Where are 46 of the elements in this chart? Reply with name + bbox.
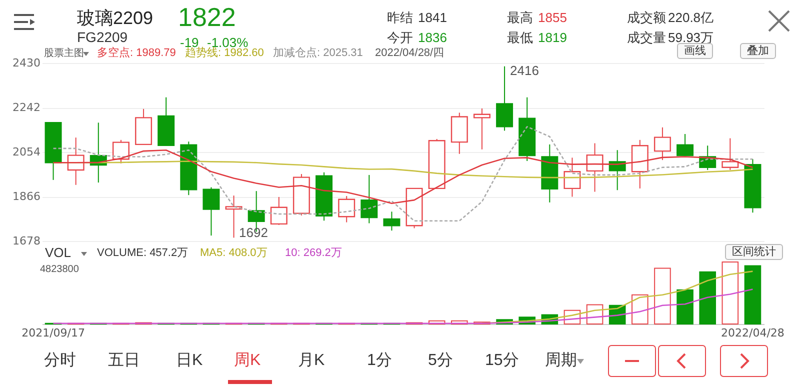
text: 1分 <box>367 352 392 370</box>
annotation: 1692 <box>239 225 268 240</box>
text: 月K <box>298 352 325 370</box>
text: 成交量 <box>627 30 666 46</box>
y-tick-label: 2054 <box>12 146 40 158</box>
text: 日K <box>176 352 203 370</box>
text: 59.93万 <box>668 30 714 45</box>
text: 1836 <box>418 30 447 46</box>
y-tick-label: 1678 <box>12 234 40 248</box>
text: 区间统计 <box>725 244 783 260</box>
text: VOL <box>45 245 72 260</box>
x-tick-label: 2022/04/28 <box>721 326 784 340</box>
annotation: 2416 <box>510 63 539 78</box>
text: 最高 <box>507 10 533 26</box>
y-tick-label: 2242 <box>12 101 40 114</box>
text: 220.8亿 <box>668 10 714 26</box>
text: 叠加 <box>740 43 776 60</box>
text: 周期 <box>545 352 577 370</box>
text: 多空点: 1989.79 <box>97 47 176 60</box>
text: 加减仓点: 2025.31 <box>273 47 363 60</box>
y-tick-label: 1866 <box>12 190 40 203</box>
text: 周K <box>234 352 261 370</box>
text: 1855 <box>538 10 567 26</box>
text: 1819 <box>538 30 567 46</box>
chart-subtitle: FG2209 <box>77 29 128 46</box>
x-tick-label: 2021/09/17 <box>22 326 85 340</box>
text: 2022/04/28/四 <box>375 47 444 60</box>
text: 分时 <box>44 352 76 370</box>
text: 5分 <box>428 352 453 370</box>
text: 五日 <box>108 352 140 370</box>
annotation: 4823800 <box>40 264 79 275</box>
text: 昨结 <box>387 10 413 26</box>
text: 今开 <box>387 30 413 46</box>
text: 最低 <box>507 30 533 46</box>
text: 股票主图 <box>44 48 84 59</box>
text: 成交额 <box>627 10 666 26</box>
text: 15分 <box>485 352 519 370</box>
y-tick-label: 2430 <box>12 56 40 70</box>
text: 画线 <box>677 43 713 60</box>
text: MA5: 408.0万 <box>200 247 268 260</box>
text: 10: 269.2万 <box>285 247 342 260</box>
chart-title: 玻璃2209 <box>77 8 154 29</box>
text: 趋势线: 1982.60 <box>185 47 264 60</box>
text: 1841 <box>418 10 447 26</box>
text: VOLUME: 457.2万 <box>97 247 188 260</box>
text: 1822 <box>178 2 236 32</box>
